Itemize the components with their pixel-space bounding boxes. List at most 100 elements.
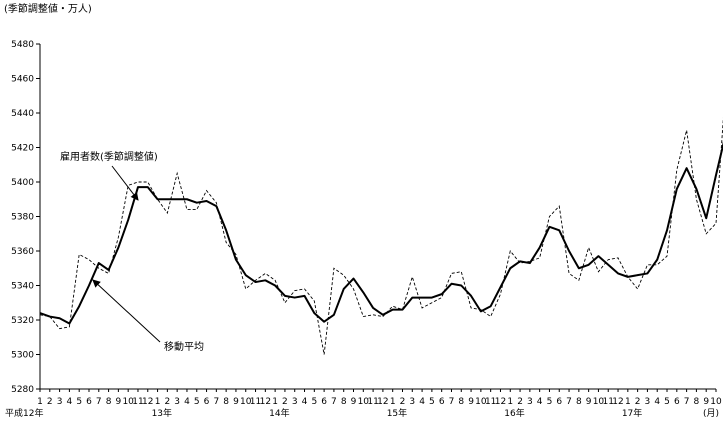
annotation-employment-arrow bbox=[111, 165, 139, 201]
x-tick-label: 9 bbox=[468, 397, 474, 407]
x-tick-label: 1 bbox=[507, 397, 513, 407]
x-tick-label: 7 bbox=[96, 397, 102, 407]
x-tick-label: 8 bbox=[106, 397, 112, 407]
x-tick-label: 6 bbox=[556, 397, 562, 407]
x-tick-label: 11 bbox=[132, 397, 143, 407]
y-tick-label: 5460 bbox=[11, 75, 34, 85]
x-tick-label: 12 bbox=[142, 397, 153, 407]
x-tick-label: 3 bbox=[527, 397, 533, 407]
x-tick-label: 7 bbox=[213, 397, 219, 407]
y-axis-tick-labels: 5280 5300 5320 5340 5360 5380 5400 5420 5440 5460… bbox=[11, 40, 34, 395]
x-tick-label: 1 bbox=[272, 397, 278, 407]
x-axis-unit-label: (月) bbox=[703, 408, 719, 419]
x-tick-label: 4 bbox=[419, 397, 425, 407]
x-axis-year-labels: 平成12年 13年 14年 15年 16年 17年 bbox=[5, 407, 642, 419]
x-tick-label: 10 bbox=[710, 397, 722, 407]
y-tick-label: 5440 bbox=[11, 109, 34, 119]
x-tick-label: 6 bbox=[204, 397, 210, 407]
annotation-moving-average-label: 移動平均 bbox=[164, 340, 204, 353]
x-tick-label: 12 bbox=[495, 397, 506, 407]
series-line-moving-average bbox=[39, 141, 723, 325]
y-tick-label: 5360 bbox=[11, 247, 34, 257]
x-tick-label: 2 bbox=[517, 397, 523, 407]
x-tick-label: 5 bbox=[664, 397, 670, 407]
x-tick-label: 6 bbox=[674, 397, 680, 407]
x-tick-label: 4 bbox=[537, 397, 543, 407]
y-tick-label: 5420 bbox=[11, 144, 34, 154]
x-tick-label: 1 bbox=[390, 397, 396, 407]
year-label: 17年 bbox=[622, 407, 642, 419]
y-tick-label: 5340 bbox=[11, 282, 34, 292]
x-tick-label: 11 bbox=[250, 397, 261, 407]
chart-series bbox=[39, 117, 723, 355]
x-tick-label: 3 bbox=[174, 397, 180, 407]
y-tick-label: 5400 bbox=[11, 178, 34, 188]
x-tick-label: 3 bbox=[409, 397, 415, 407]
x-tick-label: 10 bbox=[358, 397, 370, 407]
y-tick-label: 5280 bbox=[11, 385, 34, 395]
year-label: 14年 bbox=[269, 407, 289, 419]
x-tick-label: 1 bbox=[155, 397, 161, 407]
x-tick-label: 12 bbox=[377, 397, 388, 407]
x-tick-label: 5 bbox=[311, 397, 317, 407]
x-tick-label: 9 bbox=[116, 397, 122, 407]
year-label: 13年 bbox=[152, 407, 172, 419]
x-tick-label: 1 bbox=[625, 397, 631, 407]
annotation-moving-average-arrow bbox=[92, 279, 161, 343]
x-tick-label: 10 bbox=[240, 397, 252, 407]
x-tick-label: 9 bbox=[586, 397, 592, 407]
x-tick-label: 11 bbox=[603, 397, 614, 407]
x-tick-label: 10 bbox=[122, 397, 134, 407]
x-tick-label: 3 bbox=[292, 397, 298, 407]
x-tick-label: 8 bbox=[694, 397, 700, 407]
x-tick-label: 8 bbox=[576, 397, 582, 407]
x-tick-label: 7 bbox=[566, 397, 572, 407]
x-tick-label: 5 bbox=[76, 397, 82, 407]
x-tick-label: 2 bbox=[635, 397, 641, 407]
x-tick-label: 10 bbox=[475, 397, 487, 407]
chart-axes bbox=[36, 43, 717, 392]
annotation-employment-label: 雇用者数(季節調整値) bbox=[60, 150, 158, 163]
x-tick-label: 8 bbox=[223, 397, 229, 407]
x-tick-label: 6 bbox=[439, 397, 445, 407]
x-tick-label: 7 bbox=[684, 397, 690, 407]
x-tick-label: 7 bbox=[449, 397, 455, 407]
y-tick-label: 5320 bbox=[11, 316, 34, 326]
x-tick-label: 12 bbox=[260, 397, 271, 407]
x-tick-label: 9 bbox=[351, 397, 357, 407]
x-tick-label: 11 bbox=[485, 397, 496, 407]
x-tick-label: 10 bbox=[593, 397, 605, 407]
x-tick-label: 5 bbox=[194, 397, 200, 407]
x-tick-label: 4 bbox=[654, 397, 660, 407]
x-tick-label: 8 bbox=[341, 397, 347, 407]
year-label: 平成12年 bbox=[5, 407, 43, 419]
x-tick-label: 12 bbox=[612, 397, 623, 407]
x-tick-label: 4 bbox=[67, 397, 73, 407]
x-tick-label: 5 bbox=[547, 397, 553, 407]
y-tick-label: 5300 bbox=[11, 351, 34, 361]
x-tick-label: 7 bbox=[331, 397, 337, 407]
x-tick-label: 6 bbox=[321, 397, 327, 407]
x-tick-label: 9 bbox=[233, 397, 239, 407]
x-tick-label: 1 bbox=[37, 397, 43, 407]
x-tick-label: 2 bbox=[47, 397, 53, 407]
x-tick-label: 8 bbox=[458, 397, 464, 407]
year-label: 15年 bbox=[387, 407, 407, 419]
unit-label: (季節調整値・万人) bbox=[4, 2, 92, 15]
x-tick-label: 9 bbox=[703, 397, 709, 407]
year-label: 16年 bbox=[504, 407, 524, 419]
x-tick-label: 4 bbox=[184, 397, 190, 407]
x-tick-label: 3 bbox=[57, 397, 63, 407]
x-tick-label: 2 bbox=[282, 397, 288, 407]
x-tick-label: 11 bbox=[367, 397, 378, 407]
x-tick-label: 3 bbox=[645, 397, 651, 407]
x-tick-label: 2 bbox=[164, 397, 170, 407]
x-tick-label: 5 bbox=[429, 397, 435, 407]
chart-annotations: 雇用者数(季節調整値) 移動平均 bbox=[60, 150, 204, 353]
x-tick-label: 6 bbox=[86, 397, 92, 407]
x-tick-label: 4 bbox=[302, 397, 308, 407]
y-tick-label: 5480 bbox=[11, 40, 34, 50]
y-tick-label: 5380 bbox=[11, 213, 34, 223]
